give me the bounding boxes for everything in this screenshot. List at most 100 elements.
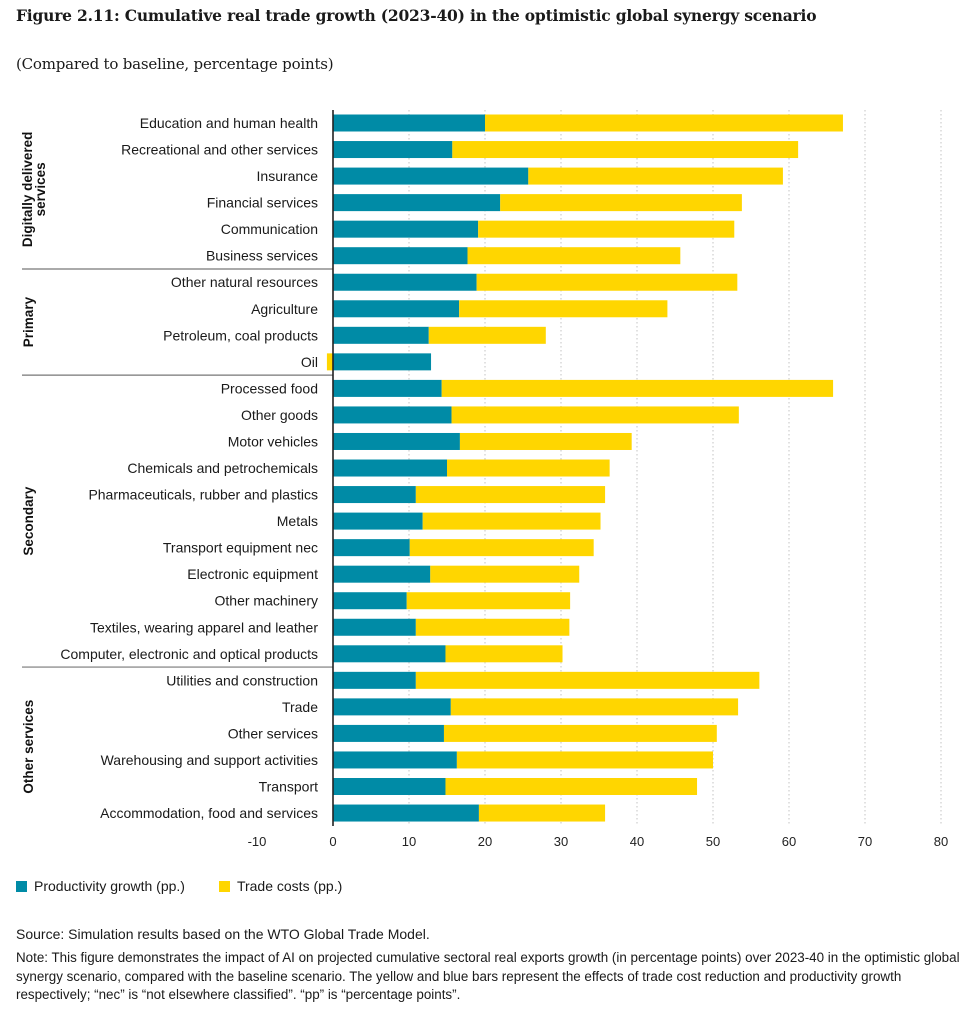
figure-subtitle: (Compared to baseline, percentage points… xyxy=(16,55,334,73)
category-label: Electronic equipment xyxy=(187,566,318,582)
bar-trade-costs xyxy=(441,379,834,397)
bar-trade-costs xyxy=(422,512,601,530)
category-label: Pharmaceuticals, rubber and plastics xyxy=(88,487,318,503)
bar-trade-costs xyxy=(443,724,717,742)
category-label: Transport equipment nec xyxy=(163,540,318,556)
category-label: Textiles, wearing apparel and leather xyxy=(90,619,318,635)
group-label: Secondary xyxy=(21,486,36,556)
bars xyxy=(326,114,843,822)
source-text: Source: Simulation results based on the … xyxy=(16,926,430,942)
category-label: Other natural resources xyxy=(171,274,318,290)
bar-productivity xyxy=(333,353,432,371)
x-tick-label: 80 xyxy=(934,834,948,849)
bar-trade-costs xyxy=(452,141,799,159)
group-label: Digitally delivered xyxy=(20,132,35,248)
group-label: services xyxy=(33,162,48,216)
bar-trade-costs xyxy=(415,618,570,636)
x-tick-label: 0 xyxy=(329,834,336,849)
bar-productivity xyxy=(333,220,479,238)
bar-productivity xyxy=(333,778,446,795)
x-tick-label: 30 xyxy=(554,834,568,849)
bar-productivity xyxy=(333,618,416,636)
bar-trade-costs xyxy=(528,167,783,185)
bar-productivity xyxy=(333,512,423,530)
bar-trade-costs xyxy=(478,804,606,822)
bar-trade-costs xyxy=(476,273,738,291)
category-label: Recreational and other services xyxy=(121,142,318,158)
bar-productivity xyxy=(333,326,429,344)
bar-productivity xyxy=(333,698,451,716)
category-label: Processed food xyxy=(221,380,318,396)
category-label: Trade xyxy=(282,699,318,715)
bar-productivity xyxy=(333,539,410,557)
bar-productivity xyxy=(333,751,457,769)
x-tick-label: 60 xyxy=(782,834,796,849)
bar-productivity xyxy=(333,406,452,424)
x-tick-label: 70 xyxy=(858,834,872,849)
legend-swatch-productivity xyxy=(16,880,27,892)
category-label: Oil xyxy=(301,354,318,370)
bar-trade-costs xyxy=(459,432,632,450)
bar-trade-costs xyxy=(415,671,760,689)
bar-trade-costs xyxy=(485,114,843,132)
x-tick-label: 10 xyxy=(402,834,416,849)
bar-trade-costs xyxy=(409,539,594,557)
bar-trade-costs xyxy=(447,459,610,477)
bar-trade-costs xyxy=(326,353,333,371)
category-label: Financial services xyxy=(207,195,318,211)
bar-productivity xyxy=(333,194,501,212)
bar-trade-costs xyxy=(500,194,742,212)
x-tick-label: 40 xyxy=(630,834,644,849)
bar-productivity xyxy=(333,671,416,689)
bar-productivity xyxy=(333,645,446,663)
bar-productivity xyxy=(333,804,479,822)
note-text: Note: This figure demonstrates the impac… xyxy=(16,950,960,1002)
category-label: Metals xyxy=(277,513,318,529)
category-label: Other goods xyxy=(241,407,318,423)
bar-productivity xyxy=(333,592,407,610)
group-label: Primary xyxy=(21,296,36,347)
category-label: Accommodation, food and services xyxy=(100,805,318,821)
category-label: Warehousing and support activities xyxy=(101,752,318,768)
bar-trade-costs xyxy=(415,486,606,504)
bar-productivity xyxy=(333,486,416,504)
category-label: Chemicals and petrochemicals xyxy=(127,460,318,476)
category-label: Other services xyxy=(228,725,318,741)
bar-trade-costs xyxy=(445,778,698,795)
bar-productivity xyxy=(333,141,453,159)
category-label: Education and human health xyxy=(140,115,318,131)
bar-productivity xyxy=(333,114,485,132)
bar-trade-costs xyxy=(430,565,580,583)
category-label: Transport xyxy=(259,779,319,795)
stacked-bar-chart: Education and human health Recreational a… xyxy=(20,110,949,849)
category-label: Computer, electronic and optical product… xyxy=(60,646,318,662)
bar-productivity xyxy=(333,379,442,397)
category-labels: Education and human health Recreational a… xyxy=(60,115,318,821)
bar-productivity xyxy=(333,247,468,265)
bar-productivity xyxy=(333,565,431,583)
legend-item-productivity: Productivity growth (pp.) xyxy=(16,878,185,894)
legend: Productivity growth (pp.) Trade costs (p… xyxy=(16,878,342,894)
bar-trade-costs xyxy=(478,220,735,238)
bar-productivity xyxy=(333,273,477,291)
category-label: Utilities and construction xyxy=(166,672,318,688)
bar-trade-costs xyxy=(467,247,681,265)
bar-trade-costs xyxy=(406,592,571,610)
bar-trade-costs xyxy=(456,751,713,769)
x-axis-ticks: -10 0 10 20 30 40 50 60 70 80 xyxy=(248,834,949,849)
x-tick-label: 50 xyxy=(706,834,720,849)
legend-label-productivity: Productivity growth (pp.) xyxy=(34,878,185,894)
x-tick-label: -10 xyxy=(248,834,267,849)
bar-trade-costs xyxy=(428,326,546,344)
legend-swatch-trade-costs xyxy=(218,880,230,892)
bar-trade-costs xyxy=(459,300,668,318)
x-tick-label: 20 xyxy=(478,834,492,849)
bar-productivity xyxy=(333,724,444,742)
category-label: Insurance xyxy=(257,168,319,184)
category-label: Business services xyxy=(206,248,318,264)
bar-productivity xyxy=(333,432,460,450)
bar-trade-costs xyxy=(445,645,563,663)
bar-trade-costs xyxy=(450,698,739,716)
bar-productivity xyxy=(333,300,460,318)
